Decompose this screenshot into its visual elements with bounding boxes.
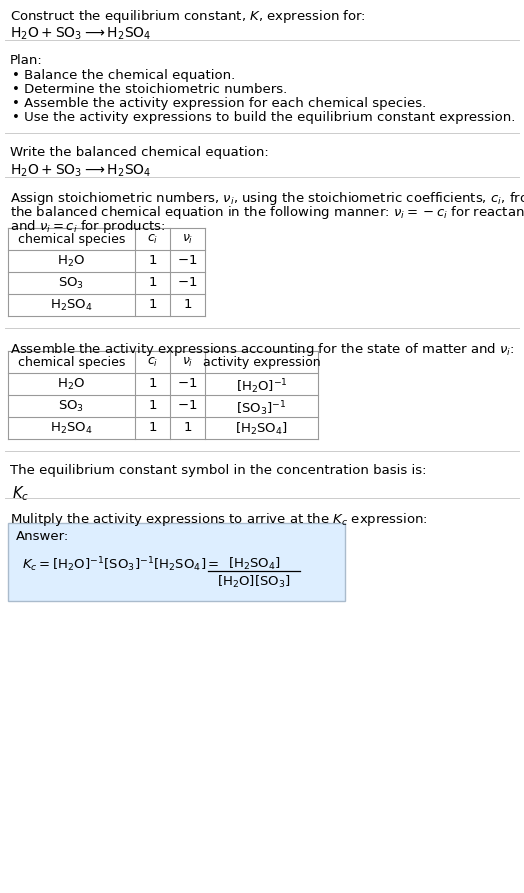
Text: activity expression: activity expression	[203, 356, 320, 369]
Text: $\mathrm{H_2O + SO_3 \longrightarrow H_2SO_4}$: $\mathrm{H_2O + SO_3 \longrightarrow H_2…	[10, 163, 151, 179]
Text: • Balance the chemical equation.: • Balance the chemical equation.	[12, 69, 235, 82]
Text: the balanced chemical equation in the following manner: $\nu_i = -c_i$ for react: the balanced chemical equation in the fo…	[10, 204, 524, 221]
Text: The equilibrium constant symbol in the concentration basis is:: The equilibrium constant symbol in the c…	[10, 464, 427, 477]
FancyBboxPatch shape	[8, 523, 345, 601]
Text: $c_i$: $c_i$	[147, 356, 158, 369]
Text: $-1$: $-1$	[177, 254, 198, 267]
Text: $\mathrm{H_2O}$: $\mathrm{H_2O}$	[58, 377, 85, 392]
Text: $[\mathrm{SO_3}]^{-1}$: $[\mathrm{SO_3}]^{-1}$	[236, 399, 287, 418]
Text: 1: 1	[183, 298, 192, 311]
Text: $K_c = [\mathrm{H_2O}]^{-1} [\mathrm{SO_3}]^{-1} [\mathrm{H_2SO_4}] =$: $K_c = [\mathrm{H_2O}]^{-1} [\mathrm{SO_…	[22, 555, 220, 573]
Text: Construct the equilibrium constant, $K$, expression for:: Construct the equilibrium constant, $K$,…	[10, 8, 366, 25]
Text: $-1$: $-1$	[177, 377, 198, 390]
Text: 1: 1	[148, 254, 157, 267]
Text: Answer:: Answer:	[16, 530, 69, 543]
Text: Write the balanced chemical equation:: Write the balanced chemical equation:	[10, 146, 269, 159]
Text: $\mathrm{SO_3}$: $\mathrm{SO_3}$	[59, 276, 84, 291]
Text: • Determine the stoichiometric numbers.: • Determine the stoichiometric numbers.	[12, 83, 287, 96]
Text: $[\mathrm{H_2O}][\mathrm{SO_3}]$: $[\mathrm{H_2O}][\mathrm{SO_3}]$	[217, 574, 291, 590]
Text: $\mathrm{H_2SO_4}$: $\mathrm{H_2SO_4}$	[50, 298, 93, 313]
Text: 1: 1	[148, 276, 157, 289]
Text: 1: 1	[148, 298, 157, 311]
Text: $\mathrm{H_2O + SO_3 \longrightarrow H_2SO_4}$: $\mathrm{H_2O + SO_3 \longrightarrow H_2…	[10, 26, 151, 42]
Text: $\nu_i$: $\nu_i$	[182, 233, 193, 246]
Text: $[\mathrm{H_2O}]^{-1}$: $[\mathrm{H_2O}]^{-1}$	[235, 377, 288, 396]
Text: • Assemble the activity expression for each chemical species.: • Assemble the activity expression for e…	[12, 97, 426, 110]
Text: Mulitply the activity expressions to arrive at the $K_c$ expression:: Mulitply the activity expressions to arr…	[10, 511, 428, 528]
Text: $[\mathrm{H_2SO_4}]$: $[\mathrm{H_2SO_4}]$	[227, 556, 280, 572]
Text: Plan:: Plan:	[10, 54, 43, 67]
Text: Assign stoichiometric numbers, $\nu_i$, using the stoichiometric coefficients, $: Assign stoichiometric numbers, $\nu_i$, …	[10, 190, 524, 207]
Text: 1: 1	[148, 421, 157, 434]
Text: 1: 1	[183, 421, 192, 434]
Text: $\mathrm{H_2SO_4}$: $\mathrm{H_2SO_4}$	[50, 421, 93, 436]
Text: $\mathrm{H_2O}$: $\mathrm{H_2O}$	[58, 254, 85, 269]
Text: $\nu_i$: $\nu_i$	[182, 356, 193, 369]
Text: $-1$: $-1$	[177, 399, 198, 412]
Text: 1: 1	[148, 399, 157, 412]
Text: $[\mathrm{H_2SO_4}]$: $[\mathrm{H_2SO_4}]$	[235, 421, 288, 437]
Text: $-1$: $-1$	[177, 276, 198, 289]
Text: $c_i$: $c_i$	[147, 233, 158, 246]
Text: • Use the activity expressions to build the equilibrium constant expression.: • Use the activity expressions to build …	[12, 111, 516, 124]
Text: 1: 1	[148, 377, 157, 390]
Text: chemical species: chemical species	[18, 356, 125, 369]
Text: Assemble the activity expressions accounting for the state of matter and $\nu_i$: Assemble the activity expressions accoun…	[10, 341, 515, 358]
Text: $K_c$: $K_c$	[12, 484, 29, 503]
Text: chemical species: chemical species	[18, 233, 125, 246]
Text: $\mathrm{SO_3}$: $\mathrm{SO_3}$	[59, 399, 84, 414]
Text: and $\nu_i = c_i$ for products:: and $\nu_i = c_i$ for products:	[10, 218, 166, 235]
